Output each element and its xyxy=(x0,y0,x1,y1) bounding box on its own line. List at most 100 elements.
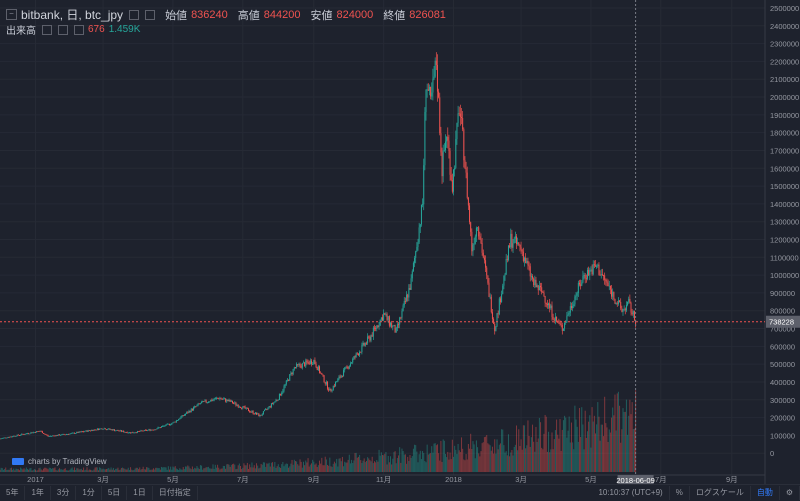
volume-bar xyxy=(439,460,441,472)
volume-bar xyxy=(234,464,236,472)
candle-body xyxy=(514,236,516,239)
range-5y[interactable]: 5年 xyxy=(0,486,26,500)
range-1d[interactable]: 1日 xyxy=(127,486,153,500)
volume-bar xyxy=(57,469,59,472)
volume-bar xyxy=(384,453,386,472)
candle-body xyxy=(53,435,55,437)
candle-body xyxy=(348,365,350,369)
candle-body xyxy=(573,304,575,307)
volume-eye-icon[interactable] xyxy=(42,24,52,35)
candle-body xyxy=(526,260,528,263)
candle-body xyxy=(49,435,51,437)
volume-bar xyxy=(447,451,449,472)
candle-body xyxy=(236,404,238,406)
range-3m[interactable]: 3分 xyxy=(51,486,77,500)
volume-bar xyxy=(385,452,387,472)
volume-bar xyxy=(14,470,16,472)
candle-body xyxy=(530,276,532,277)
candle-body xyxy=(107,429,109,431)
candle-body xyxy=(562,328,564,331)
candle-body xyxy=(178,419,180,421)
volume-bar xyxy=(419,450,421,472)
volume-bar xyxy=(557,434,559,472)
volume-bar xyxy=(546,451,548,472)
candle-body xyxy=(111,429,113,431)
candle-body xyxy=(499,298,501,303)
close-icon[interactable] xyxy=(145,9,156,20)
candle-body xyxy=(112,429,114,431)
candle-body xyxy=(124,432,126,433)
volume-bar xyxy=(253,465,255,472)
volume-bar xyxy=(75,470,77,472)
candle-body xyxy=(597,264,599,267)
candle-body xyxy=(416,246,418,252)
volume-close-icon[interactable] xyxy=(74,24,84,35)
volume-bar xyxy=(477,447,479,472)
attribution[interactable]: charts by TradingView xyxy=(12,457,107,466)
candle-body xyxy=(254,412,256,415)
volume-bar xyxy=(635,390,637,472)
candle-body xyxy=(59,434,61,436)
candle-body xyxy=(152,429,154,431)
volume-bar xyxy=(502,429,504,472)
candle-body xyxy=(235,402,237,406)
goto-date[interactable]: 日付指定 xyxy=(153,486,198,500)
volume-bar xyxy=(554,430,556,472)
volume-bar xyxy=(346,462,348,472)
volume-bar xyxy=(359,454,361,472)
candle-body xyxy=(604,275,606,280)
range-1m[interactable]: 1分 xyxy=(76,486,102,500)
candle-body xyxy=(244,406,246,409)
candle-body xyxy=(86,430,88,432)
volume-bar xyxy=(54,467,56,472)
volume-bar xyxy=(376,460,378,472)
candle-body xyxy=(633,311,635,321)
volume-bar xyxy=(210,468,212,472)
candle-body xyxy=(550,305,552,309)
candle-body xyxy=(56,435,58,436)
volume-bar xyxy=(586,431,588,472)
candle-body xyxy=(601,274,603,276)
candle-body xyxy=(308,362,310,365)
candle-body xyxy=(497,313,499,315)
volume-bar xyxy=(540,422,542,472)
candle-body xyxy=(210,399,212,402)
volume-settings-icon[interactable] xyxy=(58,24,68,35)
volume-bar xyxy=(411,456,413,472)
price-tick-label: 100000 xyxy=(770,431,795,440)
candle-body xyxy=(45,434,47,435)
gear-icon[interactable]: ⚙ xyxy=(780,486,800,500)
candle-body xyxy=(345,366,347,368)
candle-body xyxy=(454,167,456,170)
candle-body xyxy=(511,233,513,248)
volume-bar xyxy=(582,424,584,472)
symbol-title: bitbank, 日, btc_jpy xyxy=(21,8,124,22)
volume-bar xyxy=(119,469,121,472)
candle-body xyxy=(414,257,416,263)
candle-body xyxy=(65,434,67,435)
candle-body xyxy=(315,363,317,368)
volume-bar xyxy=(132,470,134,472)
volume-bar xyxy=(142,466,144,472)
candle-body xyxy=(425,89,427,113)
candle-body xyxy=(156,428,158,430)
candle-body xyxy=(551,305,553,317)
range-1y[interactable]: 1年 xyxy=(25,486,51,500)
time-tick-label: 2018 xyxy=(445,475,462,484)
volume-bar xyxy=(187,465,189,472)
percent-toggle[interactable]: % xyxy=(670,486,690,500)
range-5d[interactable]: 5日 xyxy=(102,486,128,500)
candle-body xyxy=(363,342,365,346)
collapse-icon[interactable]: − xyxy=(6,9,17,20)
candle-body xyxy=(28,433,30,435)
settings-icon[interactable] xyxy=(129,9,140,20)
candle-body xyxy=(162,426,164,427)
candle-body xyxy=(556,316,558,321)
log-scale-toggle[interactable]: ログスケール xyxy=(690,486,751,500)
attribution-text: charts by TradingView xyxy=(28,457,107,466)
candle-body xyxy=(44,433,46,435)
candle-body xyxy=(187,412,189,414)
candle-body xyxy=(291,372,293,375)
auto-scale-toggle[interactable]: 自動 xyxy=(751,486,780,500)
